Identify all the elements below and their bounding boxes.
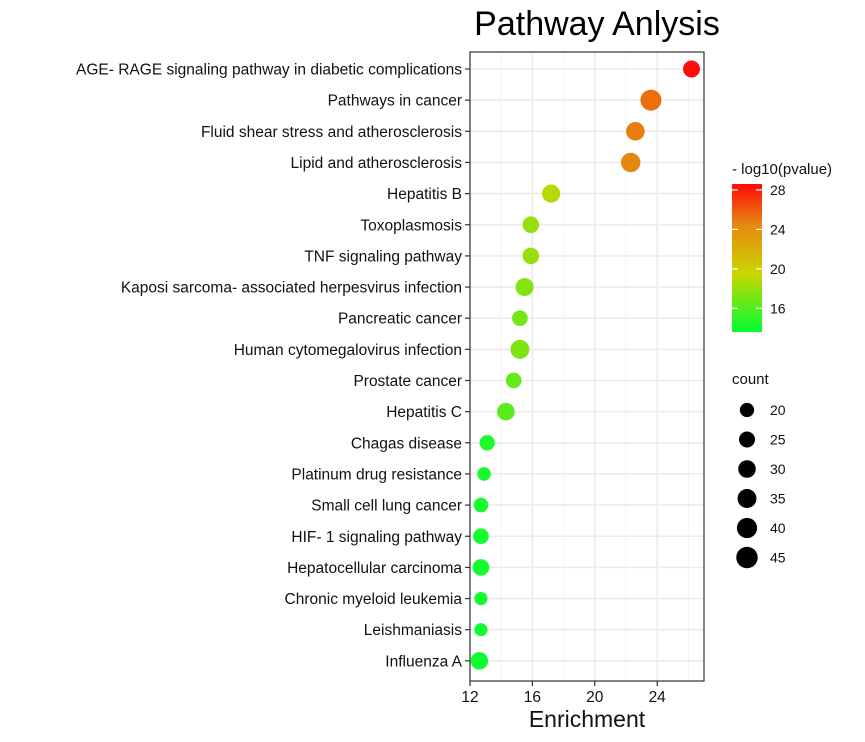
- size-legend: count 20 25 30 35 40 45: [732, 371, 786, 569]
- y-category-label: Hepatitis C: [386, 404, 462, 421]
- y-category-label: Chagas disease: [351, 435, 462, 452]
- data-point: [474, 591, 488, 606]
- plot-background: [470, 52, 704, 681]
- data-points: [470, 60, 700, 670]
- y-category-label: Prostate cancer: [353, 373, 462, 390]
- data-point: [470, 652, 489, 670]
- x-tick-label: 24: [649, 689, 667, 706]
- color-legend-tick-label: 28: [770, 182, 786, 198]
- data-point: [497, 402, 515, 421]
- y-category-label: Hepatocellular carcinoma: [287, 560, 462, 577]
- color-legend-title: - log10(pvalue): [732, 161, 832, 178]
- y-category-label: Chronic myeloid leukemia: [285, 591, 463, 608]
- x-tick-label: 12: [461, 689, 478, 706]
- size-legend-dot: [739, 402, 755, 418]
- data-point: [473, 497, 489, 513]
- x-tick-label: 16: [524, 689, 541, 706]
- data-point: [640, 89, 662, 111]
- data-point: [542, 184, 561, 203]
- size-legend-dot: [736, 517, 758, 539]
- size-legend-dot: [738, 460, 756, 478]
- y-category-label: Leishmaniasis: [364, 622, 462, 639]
- data-point: [473, 528, 489, 545]
- y-category-label: Hepatitis B: [387, 186, 462, 203]
- color-legend-tick-label: 24: [770, 221, 786, 237]
- data-point: [522, 216, 540, 234]
- y-category-label: Fluid shear stress and atherosclerosis: [201, 124, 462, 141]
- x-tick-label: 20: [586, 689, 604, 706]
- data-point: [510, 339, 530, 359]
- data-point: [472, 559, 490, 576]
- size-legend-label: 30: [770, 461, 786, 477]
- size-legend-label: 25: [770, 432, 786, 448]
- y-category-label: Influenza A: [385, 653, 462, 670]
- size-legend-label: 40: [770, 520, 786, 536]
- size-legend-label: 20: [770, 402, 786, 418]
- grid: [469, 52, 704, 681]
- size-legend-dot: [739, 431, 755, 448]
- y-category-label: Pathways in cancer: [328, 93, 462, 110]
- data-point: [626, 121, 645, 141]
- y-category-label: Pancreatic cancer: [338, 311, 462, 328]
- size-legend-title: count: [732, 371, 770, 388]
- data-point: [474, 623, 488, 637]
- y-category-label: Toxoplasmosis: [360, 217, 462, 234]
- color-legend-tick-label: 16: [770, 300, 786, 316]
- x-axis-title: Enrichment: [529, 706, 646, 732]
- y-axis: AGE- RAGE signaling pathway in diabetic …: [76, 62, 470, 670]
- data-point: [683, 60, 700, 78]
- data-point: [620, 152, 641, 173]
- y-category-label: Platinum drug resistance: [291, 466, 462, 483]
- size-legend-dot: [737, 489, 757, 508]
- y-category-label: Human cytomegalovirus infection: [234, 342, 462, 359]
- y-category-label: Lipid and atherosclerosis: [291, 155, 463, 172]
- color-legend-bar: [732, 184, 762, 332]
- size-legend-dot: [736, 546, 758, 569]
- color-legend-tick-label: 20: [770, 261, 786, 277]
- y-category-label: HIF- 1 signaling pathway: [291, 529, 462, 546]
- data-point: [477, 467, 491, 481]
- x-axis: 12 16 20 24: [461, 681, 666, 706]
- y-category-label: TNF signaling pathway: [304, 248, 462, 265]
- color-legend: - log10(pvalue) 28 24 20 16: [732, 161, 832, 332]
- size-legend-label: 35: [770, 491, 786, 507]
- data-point: [522, 247, 540, 265]
- color-legend-ticks: 28 24 20 16: [732, 182, 786, 316]
- y-category-label: Kaposi sarcoma- associated herpesvirus i…: [121, 280, 462, 297]
- data-point: [505, 372, 522, 389]
- y-category-label: Small cell lung cancer: [311, 498, 462, 515]
- plot-panel-border: [469, 51, 705, 682]
- size-legend-items: 20 25 30 35 40 45: [736, 402, 786, 569]
- data-point: [512, 310, 528, 327]
- y-category-label: AGE- RAGE signaling pathway in diabetic …: [76, 62, 462, 79]
- chart-title: Pathway Anlysis: [474, 5, 720, 43]
- data-point: [515, 277, 534, 297]
- data-point: [479, 435, 495, 451]
- size-legend-label: 45: [770, 550, 786, 566]
